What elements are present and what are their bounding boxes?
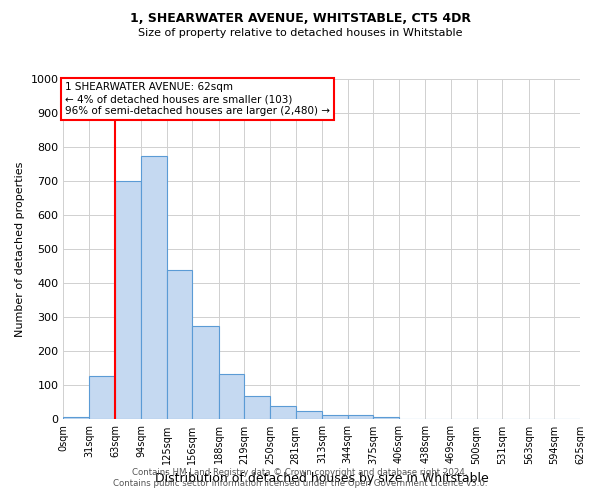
Text: 1, SHEARWATER AVENUE, WHITSTABLE, CT5 4DR: 1, SHEARWATER AVENUE, WHITSTABLE, CT5 4D… (130, 12, 470, 26)
Bar (141, 156, 167, 420)
Bar (115, 181, 141, 420)
Bar (348, 415, 373, 420)
Bar (296, 411, 322, 420)
Bar (244, 396, 270, 419)
Text: Contains HM Land Registry data © Crown copyright and database right 2024.
Contai: Contains HM Land Registry data © Crown c… (113, 468, 487, 487)
Bar (373, 416, 399, 420)
X-axis label: Distribution of detached houses by size in Whitstable: Distribution of detached houses by size … (155, 472, 488, 485)
Bar (167, 270, 193, 420)
Bar (322, 415, 348, 420)
Text: 1 SHEARWATER AVENUE: 62sqm
← 4% of detached houses are smaller (103)
96% of semi: 1 SHEARWATER AVENUE: 62sqm ← 4% of detac… (65, 82, 330, 116)
Bar (219, 374, 244, 420)
Y-axis label: Number of detached properties: Number of detached properties (15, 162, 25, 337)
Bar (193, 326, 219, 420)
Bar (89, 376, 115, 420)
Bar (270, 406, 296, 419)
Text: Size of property relative to detached houses in Whitstable: Size of property relative to detached ho… (138, 28, 462, 38)
Bar (64, 416, 89, 420)
